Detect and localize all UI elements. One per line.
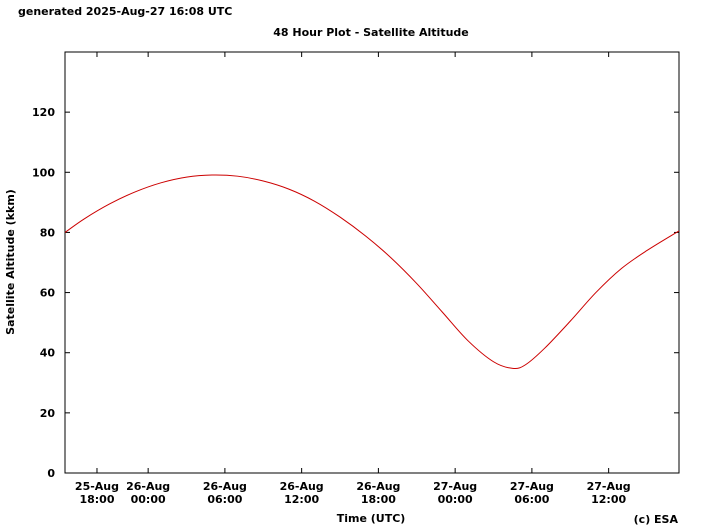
- y-tick-label: 80: [40, 226, 56, 239]
- x-tick-date: 27-Aug: [587, 480, 631, 493]
- x-tick-time: 18:00: [361, 493, 396, 506]
- credit-label: (c) ESA: [634, 513, 679, 526]
- y-axis-label: Satellite Altitude (kkm): [4, 189, 17, 335]
- x-tick-time: 00:00: [131, 493, 166, 506]
- y-tick-label: 100: [32, 166, 55, 179]
- x-tick-time: 06:00: [514, 493, 549, 506]
- x-tick-date: 26-Aug: [356, 480, 400, 493]
- x-tick-date: 26-Aug: [280, 480, 324, 493]
- y-tick-label: 0: [47, 467, 55, 480]
- generated-timestamp: generated 2025-Aug-27 16:08 UTC: [18, 5, 232, 18]
- y-tick-label: 20: [40, 407, 56, 420]
- x-tick-date: 26-Aug: [126, 480, 170, 493]
- plot-area: [64, 51, 680, 474]
- x-axis-label: Time (UTC): [337, 512, 406, 525]
- y-axis-ticks: 0 20 40 60 80 100 120: [32, 106, 679, 480]
- x-axis-ticks: 25-Aug18:0026-Aug00:0026-Aug06:0026-Aug1…: [75, 52, 631, 506]
- x-tick-time: 12:00: [591, 493, 626, 506]
- y-tick-label: 40: [40, 347, 56, 360]
- series-line: [64, 174, 680, 369]
- x-tick-date: 25-Aug: [75, 480, 119, 493]
- x-tick-time: 18:00: [79, 493, 114, 506]
- x-tick-time: 12:00: [284, 493, 319, 506]
- y-tick-label: 60: [40, 287, 56, 300]
- y-tick-label: 120: [32, 106, 55, 119]
- x-tick-time: 00:00: [438, 493, 473, 506]
- x-tick-date: 26-Aug: [203, 480, 247, 493]
- chart-title: 48 Hour Plot - Satellite Altitude: [273, 26, 469, 39]
- x-tick-time: 06:00: [207, 493, 242, 506]
- x-tick-date: 27-Aug: [510, 480, 554, 493]
- x-tick-date: 27-Aug: [433, 480, 477, 493]
